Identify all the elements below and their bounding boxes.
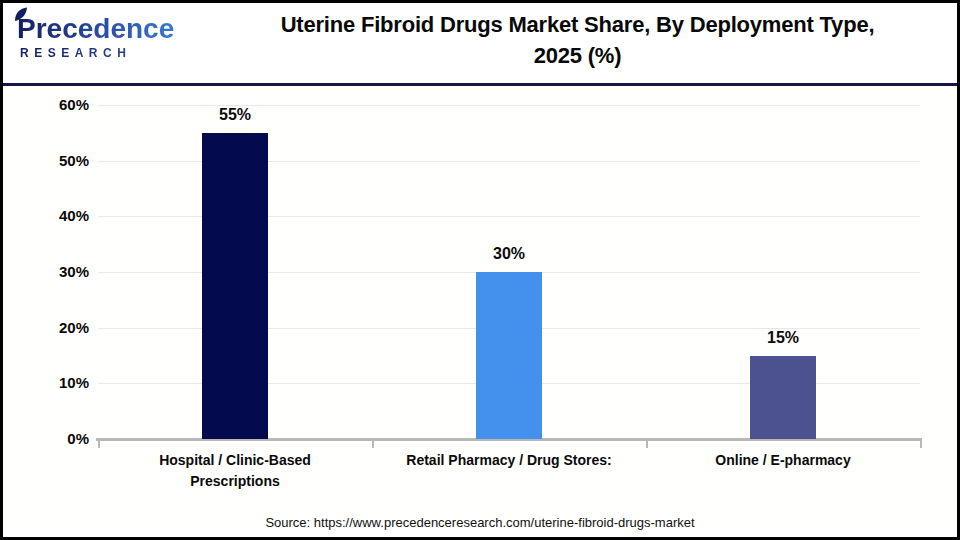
x-axis-category-label: Hospital / Clinic-Based Prescriptions <box>98 450 372 492</box>
logo-wordmark: Precedence <box>17 13 198 45</box>
y-axis-tick-label: 20% <box>31 319 89 337</box>
bar <box>476 272 542 439</box>
y-axis-tick-label: 60% <box>31 96 89 114</box>
x-axis-category-text: Hospital / Clinic-Based Prescriptions <box>113 450 358 492</box>
x-axis-tick <box>372 441 374 448</box>
source-citation: Source: https://www.precedenceresearch.c… <box>3 515 957 530</box>
y-axis-tick-label: 50% <box>31 152 89 170</box>
x-axis-category-label: Retail Pharmacy / Drug Stores: <box>372 450 646 471</box>
header: Precedence RESEARCH Uterine Fibroid Drug… <box>3 3 957 86</box>
x-axis-tick <box>98 441 100 448</box>
x-axis-category-text: Retail Pharmacy / Drug Stores: <box>387 450 632 471</box>
chart-title-line-1: Uterine Fibroid Drugs Market Share, By D… <box>198 9 957 40</box>
x-axis-tick <box>920 441 922 448</box>
bar-value-label: 55% <box>190 106 280 124</box>
bar-chart: 0% 10% 20% 30% 40% 50% 60% 55% Hospital / Clinic… <box>3 86 957 537</box>
bar-value-label: 15% <box>738 329 828 347</box>
precedence-logo: Precedence RESEARCH <box>3 3 198 83</box>
chart-title-line-2: 2025 (%) <box>198 40 957 71</box>
chart-page: Precedence RESEARCH Uterine Fibroid Drug… <box>0 0 960 540</box>
leaf-icon <box>14 7 28 26</box>
y-axis-tick-label: 0% <box>31 430 89 448</box>
y-axis-tick-label: 10% <box>31 374 89 392</box>
y-axis-tick-label: 40% <box>31 207 89 225</box>
x-axis-tick <box>646 441 648 448</box>
bar-value-label: 30% <box>464 245 554 263</box>
bar <box>750 356 816 440</box>
x-axis-category-text: Online / E-pharmacy <box>661 450 906 471</box>
y-axis-tick-label: 30% <box>31 263 89 281</box>
bar <box>202 133 268 439</box>
logo-subtitle: RESEARCH <box>17 46 198 60</box>
x-axis-category-label: Online / E-pharmacy <box>646 450 920 471</box>
chart-title: Uterine Fibroid Drugs Market Share, By D… <box>198 3 957 83</box>
